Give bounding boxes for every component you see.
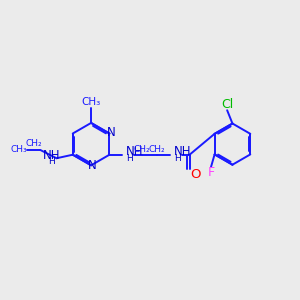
Text: O: O [191,168,201,181]
Text: CH₂: CH₂ [134,145,150,154]
Text: Cl: Cl [221,98,233,111]
Text: CH₃: CH₃ [11,146,27,154]
Text: H: H [126,154,133,163]
Text: NH: NH [43,149,60,162]
Text: CH₃: CH₃ [82,97,101,107]
Text: NH: NH [174,145,191,158]
Text: F: F [208,166,214,178]
Text: N: N [106,126,115,140]
Text: H: H [48,157,55,166]
Text: CH₂: CH₂ [148,145,165,154]
Text: N: N [88,159,97,172]
Text: NH: NH [126,145,143,158]
Text: CH₂: CH₂ [26,139,42,148]
Text: H: H [174,154,180,163]
